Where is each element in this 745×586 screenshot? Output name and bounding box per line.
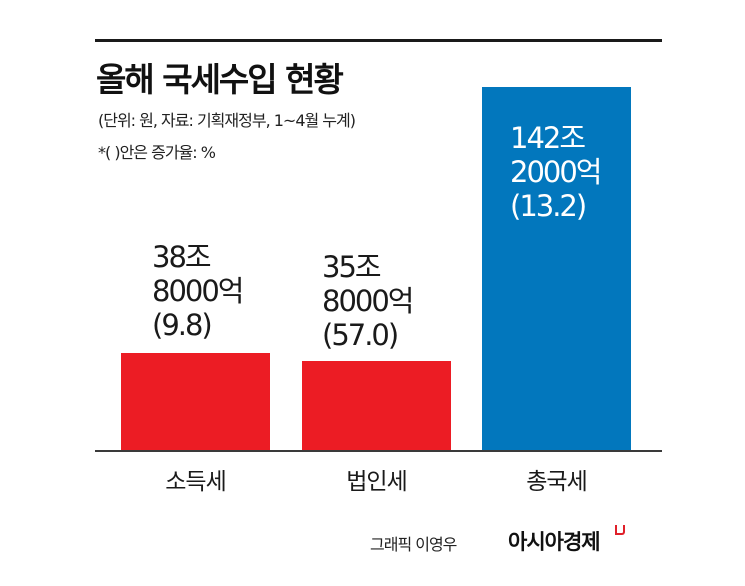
category-label-income-tax: 소득세	[165, 469, 226, 495]
bar-growth-rate: (9.8)	[152, 308, 213, 342]
category-label-corporate-tax: 법인세	[346, 469, 407, 495]
bar-income-tax	[121, 353, 270, 451]
bar-value-main: 38조	[152, 240, 212, 274]
top-rule	[95, 39, 662, 42]
brand-logo-text: 아시아경제	[508, 530, 601, 554]
bar-growth-rate: (13.2)	[510, 189, 587, 223]
bar-label-income-tax: 38조 8000억 (9.8)	[152, 240, 244, 342]
bar-value-sub: 2000억	[510, 155, 602, 189]
bar-value-sub: 8000억	[152, 274, 244, 308]
chart-note: *( )안은 증가율: %	[98, 143, 216, 162]
brand-mark-icon	[615, 525, 625, 535]
bar-growth-rate: (57.0)	[322, 318, 399, 352]
bar-label-total-tax: 142조 2000억 (13.2)	[510, 121, 602, 223]
chart-title: 올해 국세수입 현황	[96, 60, 344, 99]
bar-value-sub: 8000억	[322, 284, 414, 318]
x-axis-line	[95, 450, 662, 452]
graphic-credit: 그래픽 이영우	[370, 535, 457, 554]
chart-subtitle: (단위: 원, 자료: 기획재정부, 1~4월 누계)	[98, 111, 356, 130]
bar-total-tax	[482, 87, 631, 451]
bar-label-corporate-tax: 35조 8000억 (57.0)	[322, 250, 414, 352]
bar-value-main: 142조	[510, 121, 586, 155]
bar-corporate-tax	[302, 361, 451, 451]
category-label-total-tax: 총국세	[526, 469, 587, 495]
bar-value-main: 35조	[322, 250, 382, 284]
